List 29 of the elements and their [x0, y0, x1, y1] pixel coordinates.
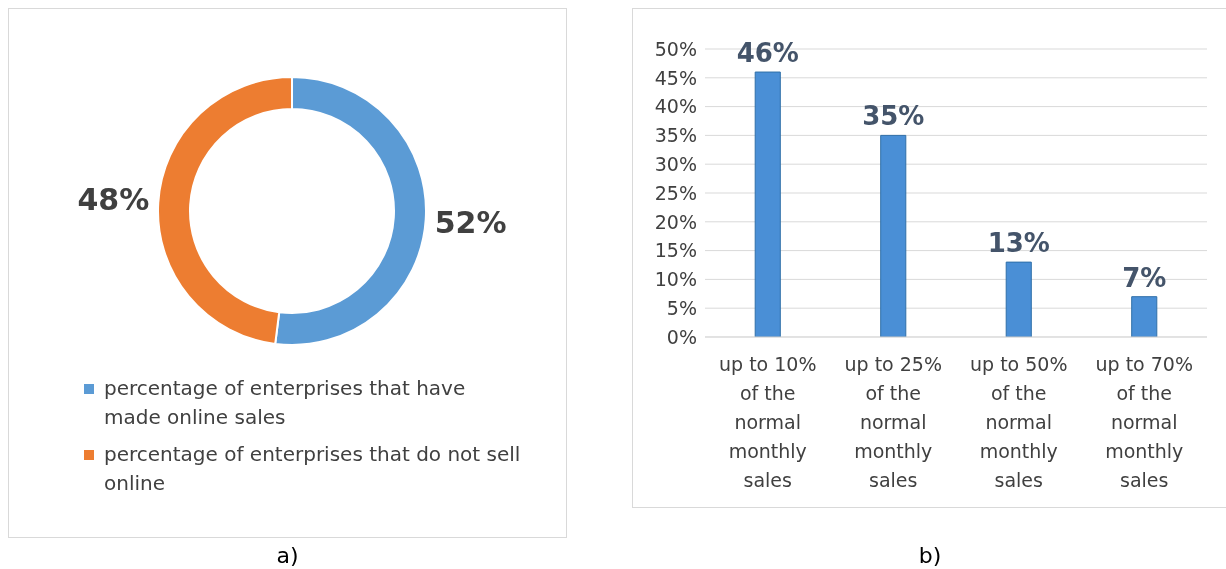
text: a) [275, 543, 300, 568]
x-tick-label: up to 25% of the normal monthly sales [844, 353, 942, 491]
bar [1005, 261, 1032, 337]
x-tick-label: up to 10% of the normal monthly sales [719, 353, 817, 491]
y-tick-label: 10% [654, 268, 697, 291]
y-tick-label: 0% [666, 325, 697, 348]
bar [1131, 296, 1158, 337]
legend-label: percentage of enterprises that have made online sales [104, 375, 467, 431]
y-tick-label: 30% [654, 152, 697, 175]
y-tick-label: 20% [654, 210, 697, 233]
data-label: 46% [736, 38, 799, 69]
y-tick-label: 5% [666, 296, 697, 319]
text: b) [917, 543, 943, 568]
data-label: 35% [862, 101, 925, 132]
data-label: 48% [77, 182, 150, 218]
data-label: 52% [434, 204, 507, 240]
x-tick-label: up to 70% of the normal monthly sales [1095, 353, 1193, 491]
y-tick-label: 50% [654, 37, 697, 60]
bar [880, 134, 907, 337]
legend-label: percentage of enterprises that do not sell online [104, 441, 522, 497]
data-label: 13% [987, 228, 1050, 259]
y-tick-label: 25% [654, 181, 697, 204]
y-tick-label: 15% [654, 239, 697, 262]
bar [754, 71, 781, 337]
y-tick-label: 40% [654, 95, 697, 118]
x-tick-label: up to 50% of the normal monthly sales [970, 353, 1068, 491]
y-tick-label: 45% [654, 66, 697, 89]
data-label: 7% [1122, 262, 1167, 293]
y-tick-label: 35% [654, 124, 697, 147]
